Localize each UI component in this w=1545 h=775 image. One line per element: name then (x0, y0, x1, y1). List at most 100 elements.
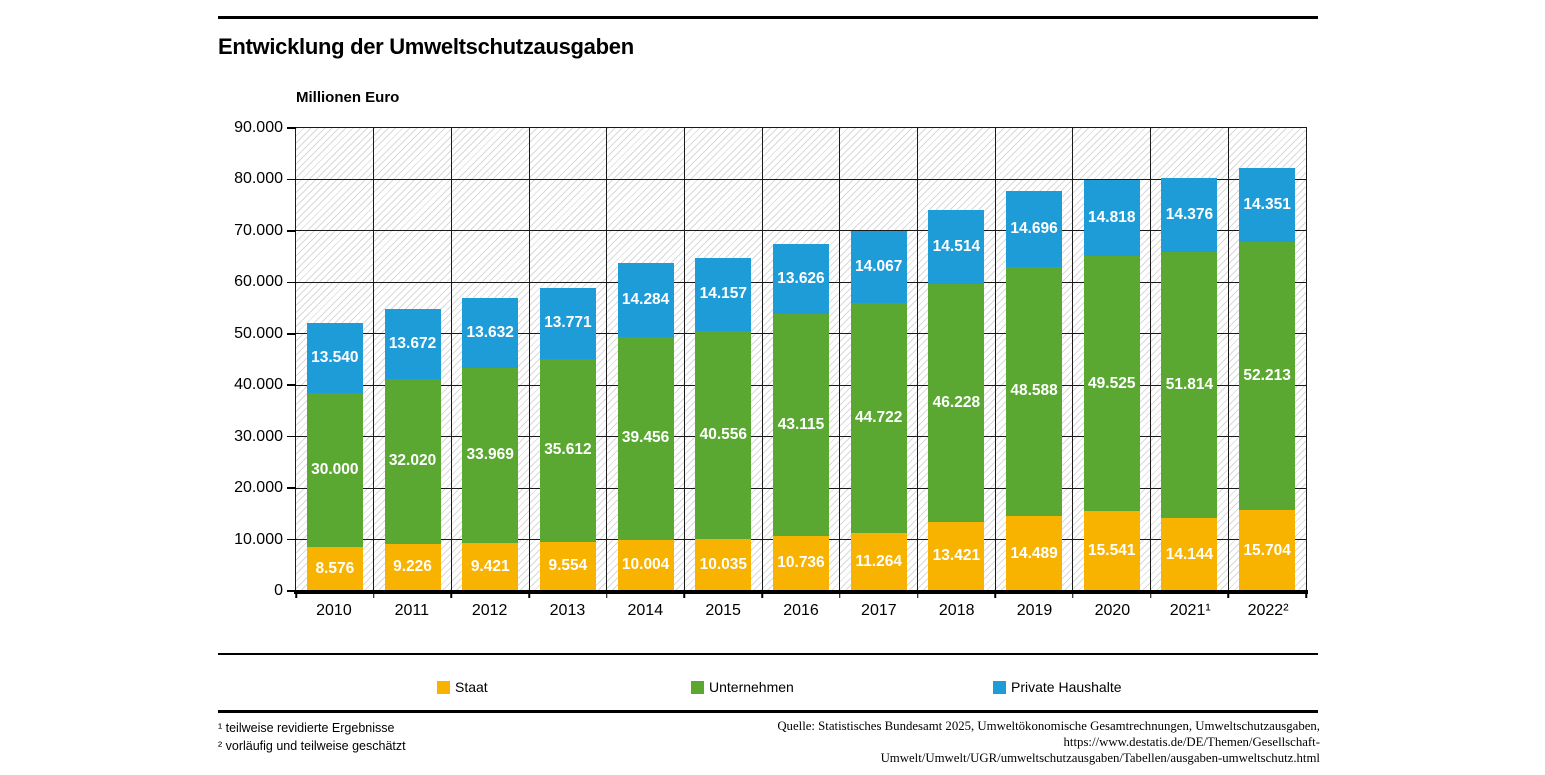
legend-swatch (993, 680, 1006, 694)
bar-value-label: 15.541 (1088, 542, 1136, 560)
bar-value-label: 9.554 (548, 557, 588, 575)
bar-value-label: 14.376 (1165, 205, 1214, 223)
x-axis-label: 2022² (1247, 602, 1289, 619)
plot-area: 0 10.000 20.000 30.000 40.000 50.000 60.000 70.… (234, 119, 1308, 599)
bar-value-label: 14.284 (621, 290, 670, 308)
y-axis-tick (287, 590, 296, 592)
x-axis-tick (1149, 591, 1152, 598)
bar-segment-staat: 10.004 (617, 539, 674, 591)
y-axis-tick-label: 60.000 (234, 273, 283, 291)
x-axis-label: 2012 (471, 602, 508, 619)
stacked-bar: 9.421 33.969 13.632 (462, 128, 519, 591)
legend-label: Staat (455, 679, 488, 695)
x-axis-label: 2020 (1094, 602, 1131, 619)
legend-label: Unternehmen (709, 679, 794, 695)
x-axis-tick (683, 591, 686, 598)
bar-value-label: 13.540 (311, 348, 359, 366)
bar-segment-private-haushalte: 14.157 (695, 257, 752, 331)
source-line-1: Quelle: Statistisches Bundesamt 2025, Um… (777, 719, 1320, 733)
y-axis-tick-label: 30.000 (234, 427, 283, 445)
bar-column: 11.264 44.722 14.067 (840, 128, 918, 591)
bar-segment-unternehmen: 49.525 (1083, 256, 1140, 512)
stacked-bar: 10.736 43.115 13.626 (772, 128, 829, 591)
bar-segment-unternehmen: 32.020 (384, 378, 441, 544)
source-line-3: Umwelt/Umwelt/UGR/umweltschutzausgaben/T… (880, 751, 1320, 765)
y-axis-tick-label: 80.000 (234, 170, 283, 188)
bar-segment-unternehmen: 40.556 (695, 330, 752, 540)
bar-value-label: 13.632 (466, 323, 514, 341)
bar-value-label: 13.626 (777, 269, 825, 287)
bar-segment-private-haushalte: 13.540 (306, 322, 363, 393)
bar-column: 10.035 40.556 14.157 (684, 128, 762, 591)
x-axis: 2010 2011 2012 2013 2014 2015 2016 2017 2018 2019… (295, 602, 1307, 624)
unit-label: Millionen Euro (296, 89, 400, 106)
bar-segment-staat: 15.541 (1083, 511, 1140, 591)
bar-column: 10.736 43.115 13.626 (762, 128, 840, 591)
bar-segment-staat: 14.489 (1006, 516, 1063, 591)
bar-value-label: 46.228 (932, 394, 981, 412)
stacked-bar: 11.264 44.722 14.067 (850, 128, 907, 591)
bar-segment-unternehmen: 43.115 (772, 313, 829, 536)
stacked-bar: 14.489 48.588 14.696 (1006, 128, 1063, 591)
x-axis-tick (295, 591, 297, 598)
gridline-vertical (839, 128, 841, 591)
bar-segment-unternehmen: 51.814 (1161, 251, 1218, 519)
bar-value-label: 39.456 (621, 429, 670, 447)
bar-value-label: 13.672 (388, 334, 437, 352)
bar-column: 14.489 48.588 14.696 (995, 128, 1073, 591)
stacked-bar: 9.554 35.612 13.771 (539, 128, 596, 591)
x-axis-label: 2017 (861, 602, 897, 619)
x-axis-label: 2010 (316, 602, 352, 619)
bar-segment-unternehmen: 48.588 (1006, 266, 1063, 517)
x-axis-tick (994, 591, 996, 598)
bar-value-label: 14.489 (1010, 544, 1058, 562)
bar-value-label: 14.144 (1165, 545, 1214, 563)
gridline-horizontal (296, 230, 1306, 232)
bar-segment-private-haushalte: 14.067 (850, 230, 907, 303)
y-axis-tick (287, 538, 296, 541)
y-axis-tick-label: 20.000 (234, 479, 283, 497)
bar-value-label: 13.421 (932, 547, 981, 565)
stacked-bar: 9.226 32.020 13.672 (384, 128, 441, 591)
gridline-vertical (683, 128, 685, 591)
y-axis-tick (287, 281, 296, 284)
y-axis-tick (287, 333, 296, 335)
x-axis-tick (1227, 591, 1230, 598)
footnote-1: ¹ teilweise revidierte Ergebnisse (218, 721, 395, 735)
bar-segment-unternehmen: 33.969 (462, 367, 519, 543)
gridline-vertical (994, 128, 996, 591)
bar-column: 15.704 52.213 14.351 (1228, 128, 1306, 591)
bar-value-label: 14.818 (1088, 209, 1136, 227)
bar-value-label: 13.771 (544, 314, 592, 332)
y-axis-tick-label: 40.000 (234, 376, 283, 394)
bar-value-label: 10.035 (699, 556, 747, 574)
bar-segment-unternehmen: 44.722 (850, 303, 907, 534)
x-axis-label: 2014 (627, 602, 664, 619)
bar-value-label: 35.612 (544, 441, 592, 459)
y-axis-tick-label: 0 (274, 582, 283, 599)
bar-value-label: 15.704 (1243, 541, 1291, 559)
legend-item-staat: Staat (437, 679, 488, 695)
bar-column: 13.421 46.228 14.514 (918, 128, 996, 591)
bar-segment-staat: 14.144 (1161, 518, 1218, 591)
y-axis-tick (287, 435, 296, 438)
bar-segment-private-haushalte: 14.376 (1161, 177, 1218, 252)
x-axis-tick (528, 591, 530, 598)
bar-value-label: 40.556 (699, 426, 747, 444)
x-axis-tick (1305, 591, 1307, 598)
bar-segment-staat: 8.576 (306, 546, 363, 591)
x-axis-tick (916, 591, 919, 598)
bar-segment-staat: 11.264 (850, 533, 907, 591)
stacked-bar: 15.704 52.213 14.351 (1239, 128, 1296, 591)
legend-swatch (437, 680, 450, 694)
legend-item-unternehmen: Unternehmen (691, 679, 794, 695)
bar-segment-private-haushalte: 14.514 (928, 209, 985, 285)
x-axis-tick (839, 591, 841, 598)
bar-value-label: 14.514 (932, 237, 981, 255)
gridline-vertical (1227, 128, 1229, 591)
bar-value-label: 9.421 (470, 557, 510, 575)
gridline-vertical (373, 128, 375, 591)
stacked-bar: 10.004 39.456 14.284 (617, 128, 674, 591)
bar-segment-private-haushalte: 14.696 (1006, 190, 1063, 267)
bar-segment-staat: 9.421 (462, 542, 519, 591)
